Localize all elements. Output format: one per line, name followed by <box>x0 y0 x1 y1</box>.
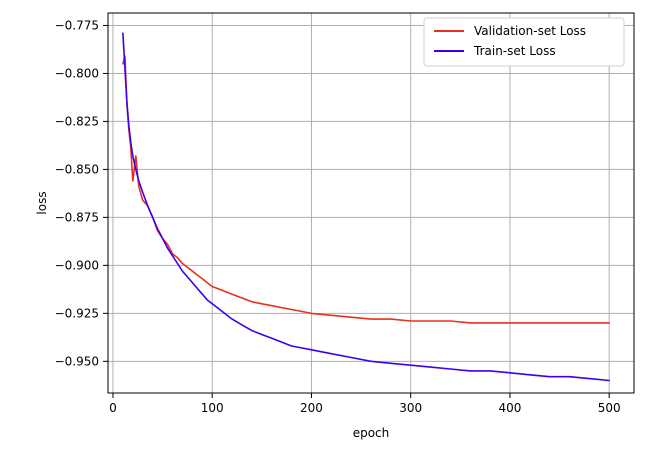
legend-label-train: Train-set Loss <box>473 44 556 58</box>
legend: Validation-set Loss Train-set Loss <box>423 17 625 67</box>
plot-frame <box>107 12 635 394</box>
x-tick-label: 200 <box>300 401 323 415</box>
y-tick-label: −0.900 <box>55 258 99 272</box>
x-tick-label: 300 <box>399 401 422 415</box>
grid-layer <box>108 13 634 393</box>
y-tick-label: −0.875 <box>55 210 99 224</box>
x-tick-label: 500 <box>598 401 621 415</box>
x-tick-label: 400 <box>498 401 521 415</box>
legend-label-validation: Validation-set Loss <box>474 24 586 38</box>
y-tick-label: −0.925 <box>55 306 99 320</box>
x-tick-label: 100 <box>201 401 224 415</box>
x-tick-label: 0 <box>109 401 117 415</box>
y-tick-label: −0.950 <box>55 354 99 368</box>
series-layer <box>122 32 611 382</box>
train-loss-line <box>122 32 611 382</box>
y-tick-label: −0.825 <box>55 114 99 128</box>
y-tick-label: −0.850 <box>55 162 99 176</box>
y-tick-label: −0.775 <box>55 18 99 32</box>
legend-box <box>423 17 625 67</box>
y-tick-label: −0.800 <box>55 66 99 80</box>
x-axis-label: epoch <box>353 426 390 440</box>
validation-loss-line <box>122 55 611 324</box>
tick-layer: 0 100 200 300 400 500 −0.950 −0.925 −0.900 −0.875… <box>55 18 621 415</box>
y-axis-label: loss <box>35 191 49 214</box>
